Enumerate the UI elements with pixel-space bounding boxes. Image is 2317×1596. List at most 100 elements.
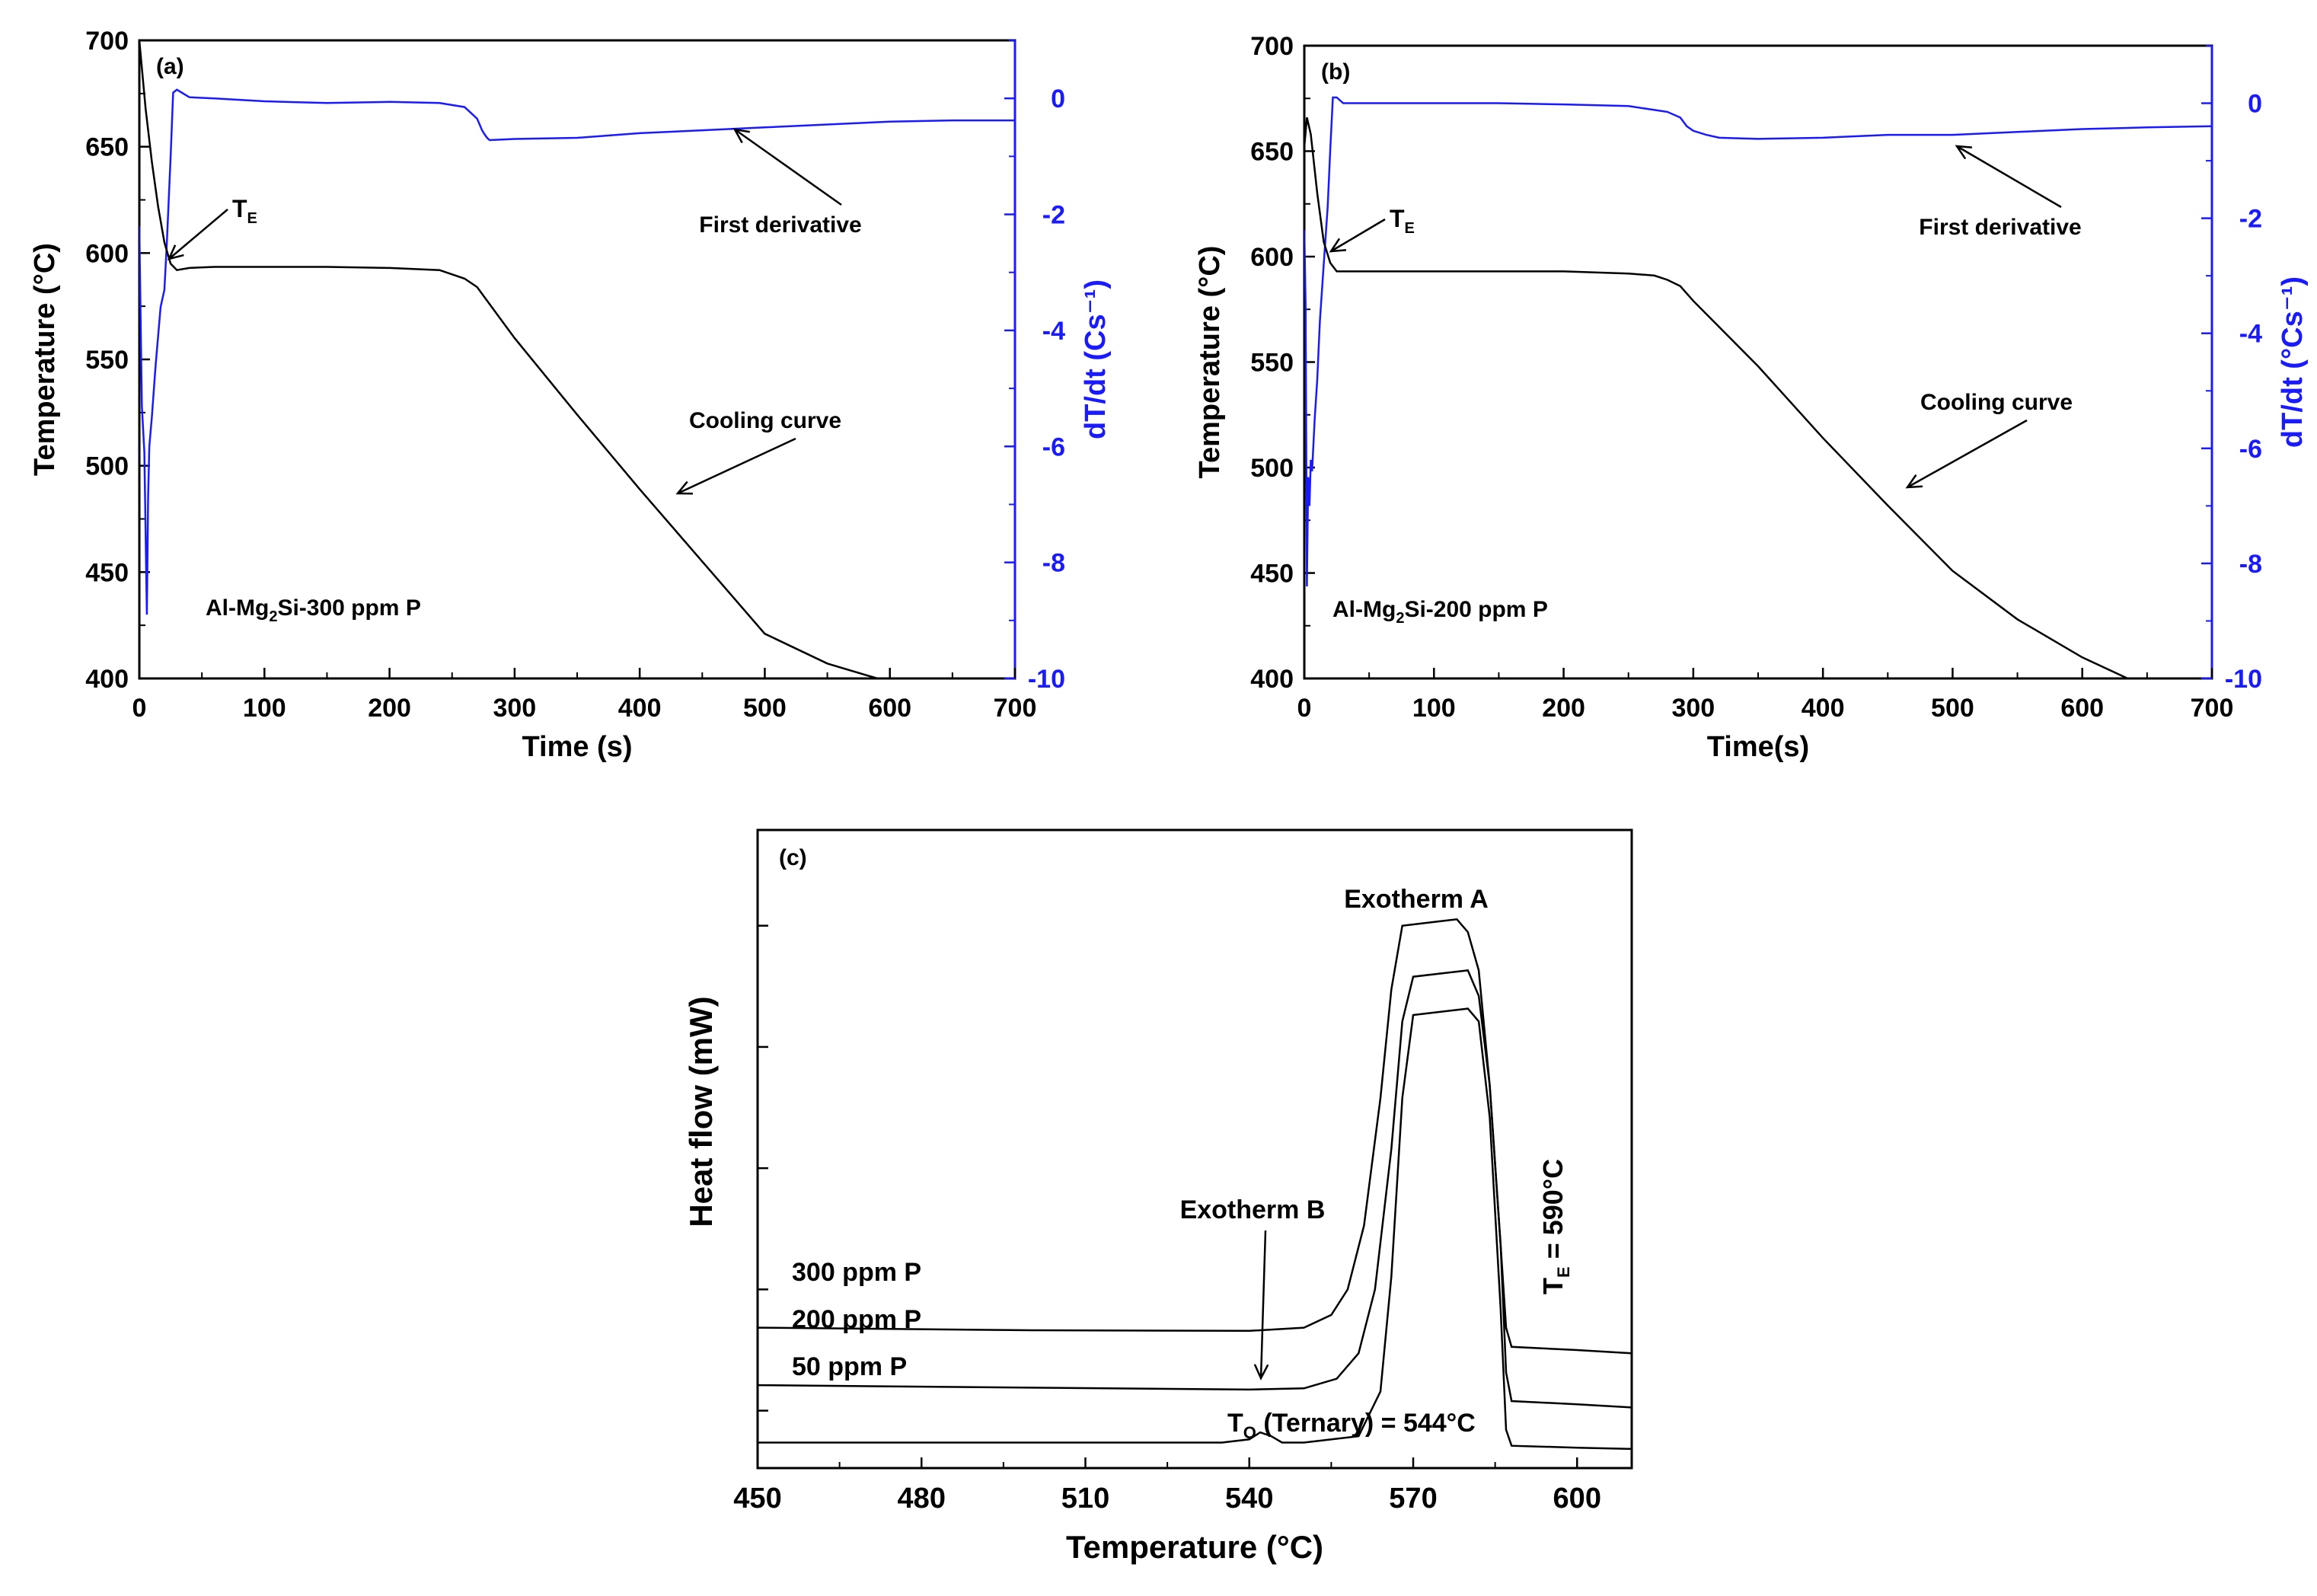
y-tick-label: 500 [85,452,129,481]
exotherm-b-label: Exotherm B [1180,1195,1326,1224]
first-derivative-line [139,88,1015,615]
y-tick-label: 450 [85,558,129,587]
te-arrow-head [167,244,184,260]
x-tick-label: 0 [132,694,147,723]
x-tick-label: 500 [743,694,787,723]
x-tick-label: 480 [898,1483,946,1515]
sample-subscript: 2 [1396,610,1404,627]
x-tick-label: 100 [243,694,286,723]
plot-frame [756,828,1633,1470]
to-label: TO (Ternary) = 544°C [1227,1409,1476,1442]
y2-tick-label: -8 [1042,549,1065,578]
te-arrow [1329,218,1386,253]
heat-flow-line-50-ppm-p [758,1007,1632,1451]
x-tick-label: 0 [1297,694,1312,723]
y-tick-label: 650 [1250,138,1294,167]
x-tick-label: 600 [1553,1483,1601,1515]
y2-tick-label: -2 [2239,205,2262,234]
x-tick-label: 570 [1389,1483,1437,1515]
sample-label: Al-Mg2Si-300 ppm P [206,595,421,625]
y2-tick-label: -4 [2239,320,2262,349]
x-axis-title: Temperature (°C) [1066,1529,1323,1565]
panel-a: 0 100 200 300 400 500 600 700 400 450 500 550 600 650… [29,27,1112,763]
y-tick-label: 600 [1250,243,1294,272]
y-tick-label: 400 [85,665,129,694]
first-derivative-arrow-head [1955,145,1973,160]
te-subscript: E [1405,220,1415,237]
x-tick-label: 200 [368,694,411,723]
x-tick-label: 100 [1412,694,1456,723]
te-label: TE [1390,205,1415,237]
y2-tick-label: -8 [2239,550,2262,579]
x-axis-title: Time (s) [522,731,632,763]
panel-label: (b) [1321,59,1350,85]
first-derivative-line [1304,96,2212,587]
heat-flow-line-200-ppm-p [758,969,1632,1409]
x-tick-label: 500 [1931,694,1974,723]
to-value: (Ternary) = 544°C [1256,1409,1476,1438]
cooling-curve-line [1304,117,2128,678]
series-label-200: 200 ppm P [792,1305,921,1334]
to-subscript: O [1243,1423,1256,1442]
y-axis-title: Temperature (°C) [29,243,61,476]
te-value: = 590°C [1537,1159,1569,1267]
te-label: TE [232,195,257,227]
y-tick-label: 500 [1250,454,1294,483]
x-axis-title: Time(s) [1707,731,1809,763]
first-derivative-label: First derivative [699,212,861,238]
y2-tick-label: -6 [1042,433,1065,461]
y2-tick-label: -6 [2239,435,2262,464]
series-label-300: 300 ppm P [792,1258,921,1287]
te-arrow-head [1329,238,1347,253]
x-tick-label: 400 [1802,694,1845,723]
exotherm-b-arrow-shaft [1259,1230,1267,1379]
y-tick-label: 650 [85,133,129,162]
heat-flow-line-300-ppm-p [758,918,1632,1355]
cooling-curve-arrow [675,437,796,495]
exotherm-b-arrow [1253,1230,1269,1381]
sample-label: Al-Mg2Si-200 ppm P [1332,597,1548,627]
cooling-curve-label: Cooling curve [689,408,841,433]
x-tick-label: 300 [1671,694,1715,723]
y-tick-label: 700 [85,27,129,56]
y-axis-title: Temperature (°C) [1194,246,1226,479]
x-tick-label: 600 [868,694,911,723]
x-tick-label: 450 [733,1483,781,1515]
panel-label: (a) [156,54,184,79]
cooling-curve-arrow-shaft [1907,419,2028,489]
cooling-curve-arrow-shaft [677,437,796,495]
y2-axis-title: dT/dt (Cs⁻¹) [1080,279,1112,439]
cooling-curve-arrow-head [1905,474,1923,489]
y2-tick-label: 0 [2248,90,2262,119]
x-tick-label: 510 [1061,1483,1109,1515]
sample-suffix: Si-300 ppm P [277,595,420,621]
x-tick-label: 700 [2191,694,2234,723]
first-derivative-arrow-shaft [1956,145,2062,209]
y-tick-label: 550 [1250,349,1294,378]
sample-subscript: 2 [269,608,277,625]
sample-suffix: Si-200 ppm P [1404,597,1547,622]
y-tick-label: 700 [1250,32,1294,61]
y2-tick-label: 0 [1051,85,1065,113]
te-arrow-shaft [1330,218,1386,253]
cooling-curve-arrow-head [675,480,694,495]
y2-tick-label: -4 [1042,317,1065,346]
te-subscript: E [1554,1266,1573,1278]
cooling-curve-arrow [1905,419,2028,489]
y2-tick-label: -2 [1042,201,1065,230]
first-derivative-arrow [732,128,842,206]
x-tick-label: 700 [994,694,1037,723]
y-tick-label: 450 [1250,560,1294,589]
te-subscript: E [247,210,257,227]
first-derivative-arrow-head [732,128,750,144]
y-tick-label: 550 [85,346,129,375]
plot-frame [138,39,1016,680]
y-tick-label: 400 [1250,665,1294,694]
x-tick-label: 600 [2060,694,2104,723]
exotherm-b-arrow-head [1253,1364,1269,1381]
exotherm-a-label: Exotherm A [1344,885,1489,914]
te-label: TE = 590°C [1537,1159,1573,1294]
plot-frame [1303,44,2213,680]
panel-c: 450 480 510 540 570 600 Temperature (°C) Heat f… [683,828,1633,1565]
